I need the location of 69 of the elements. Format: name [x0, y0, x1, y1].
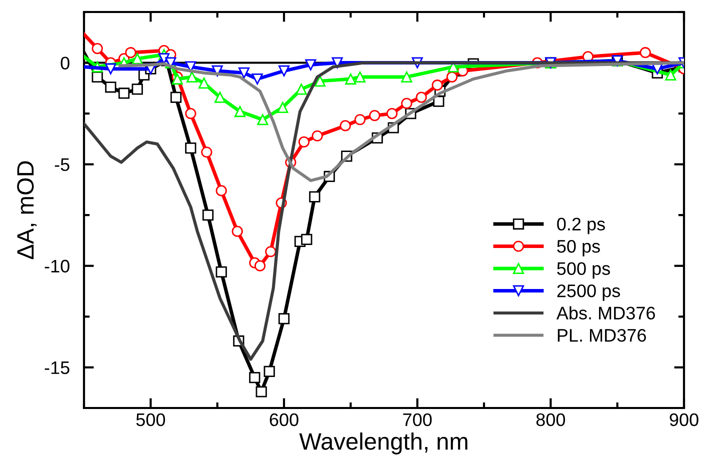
- point: [416, 92, 427, 103]
- point: [256, 386, 267, 398]
- point: [257, 114, 268, 126]
- point: [369, 110, 380, 122]
- y-tick-label: -10: [44, 260, 70, 273]
- point: [265, 246, 276, 258]
- legend-label: 2500 ps: [557, 284, 620, 301]
- x-tick-label: 500: [136, 413, 166, 426]
- point: [277, 102, 288, 113]
- y-tick-label: 0: [60, 56, 70, 70]
- point: [216, 185, 227, 196]
- point: [132, 53, 143, 64]
- point: [640, 47, 651, 58]
- point: [332, 57, 343, 68]
- point: [296, 84, 307, 95]
- point: [202, 210, 214, 221]
- point: [278, 313, 290, 324]
- legend-label: 500 ps: [557, 262, 610, 279]
- y-axis-title: ΔA, mOD: [17, 161, 37, 260]
- point: [92, 43, 103, 54]
- point: [234, 106, 246, 118]
- point: [665, 69, 676, 81]
- legend-label: Abs. MD376: [556, 306, 655, 320]
- point: [125, 47, 136, 58]
- x-tick-label: 600: [270, 413, 298, 426]
- point: [354, 71, 366, 83]
- point: [448, 61, 459, 72]
- point: [312, 130, 323, 142]
- point: [201, 146, 212, 158]
- point: [340, 120, 351, 132]
- y-tick-label: -5: [54, 158, 70, 172]
- point: [105, 63, 116, 74]
- point: [309, 191, 320, 202]
- x-tick-label: 700: [403, 413, 432, 426]
- point: [118, 88, 130, 99]
- point: [238, 67, 250, 78]
- y-tick-label: -15: [44, 362, 70, 374]
- point: [214, 92, 226, 103]
- point: [314, 75, 326, 87]
- point: [252, 73, 263, 85]
- point: [254, 260, 266, 272]
- point: [232, 226, 243, 237]
- point: [401, 98, 412, 109]
- point: [185, 108, 196, 120]
- point: [432, 80, 443, 91]
- legend-label: PL. MD376: [558, 328, 646, 342]
- point: [132, 84, 143, 95]
- point: [170, 92, 182, 103]
- point: [354, 114, 366, 126]
- point: [301, 234, 312, 245]
- point: [278, 65, 290, 76]
- x-tick-label: 900: [670, 413, 698, 426]
- point: [401, 71, 412, 83]
- point: [105, 82, 116, 93]
- x-tick-label: 800: [536, 413, 566, 426]
- point: [345, 73, 356, 85]
- point: [446, 71, 458, 83]
- point: [249, 372, 260, 384]
- legend-label: 50 ps: [557, 240, 600, 256]
- legend-label: 0.2 ps: [557, 218, 605, 234]
- point: [216, 266, 227, 278]
- point: [386, 108, 398, 120]
- point: [186, 71, 198, 83]
- point: [305, 59, 316, 70]
- point: [298, 136, 310, 148]
- x-axis-title: Wavelength, nm: [299, 432, 468, 454]
- point: [185, 142, 196, 154]
- point: [92, 71, 103, 83]
- point: [264, 366, 275, 377]
